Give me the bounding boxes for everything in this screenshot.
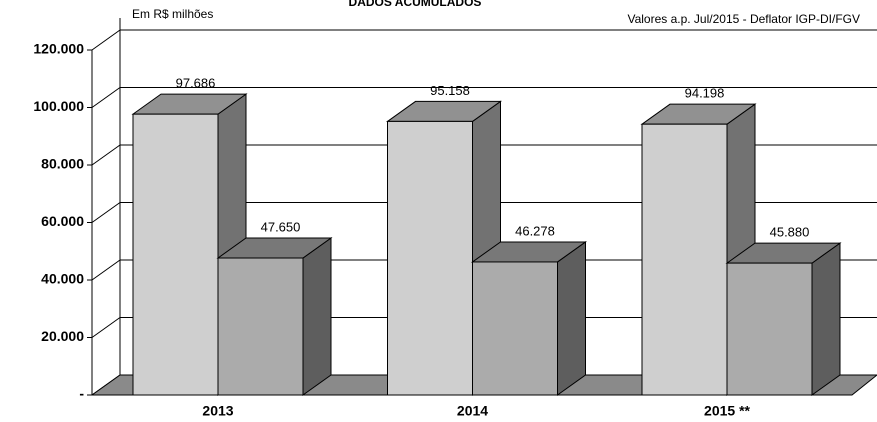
bar-side xyxy=(302,237,332,396)
y-tick-label: 80.000 xyxy=(41,156,84,172)
subtitle-right: Valores a.p. Jul/2015 - Deflator IGP-DI/… xyxy=(627,12,860,26)
y-tick-label: 20.000 xyxy=(41,328,84,344)
grid-line xyxy=(91,259,121,281)
value-label: 97.686 xyxy=(176,76,216,91)
bar xyxy=(641,123,728,396)
value-label: 95.158 xyxy=(430,83,470,98)
y-tick-label: 120.000 xyxy=(33,41,84,57)
value-label: 45.880 xyxy=(770,225,810,240)
grid-line xyxy=(91,144,121,166)
subtitle-left: Em R$ milhões xyxy=(132,7,213,21)
y-tick-label: - xyxy=(79,386,84,402)
value-label: 47.650 xyxy=(261,219,301,234)
grid-line xyxy=(91,317,121,338)
bar xyxy=(472,261,558,396)
grid-line xyxy=(91,29,121,51)
chart-title: DADOS ACUMULADOS xyxy=(349,0,482,9)
bar xyxy=(132,113,219,396)
y-tick-label: 100.000 xyxy=(33,98,84,114)
y-tick-label: 60.000 xyxy=(41,213,84,229)
x-tick-label: 2014 xyxy=(457,403,488,419)
bar-side xyxy=(811,242,841,396)
grid-line xyxy=(91,202,121,223)
bar-side xyxy=(557,240,586,396)
x-tick-label: 2015 ** xyxy=(704,403,750,419)
value-label: 94.198 xyxy=(685,86,725,101)
y-tick-label: 40.000 xyxy=(41,271,84,287)
value-label: 46.278 xyxy=(515,223,555,238)
bar xyxy=(387,120,473,396)
bar xyxy=(726,262,813,396)
bar xyxy=(217,257,304,396)
x-tick-label: 2013 xyxy=(202,403,233,419)
grid-line xyxy=(91,87,121,108)
